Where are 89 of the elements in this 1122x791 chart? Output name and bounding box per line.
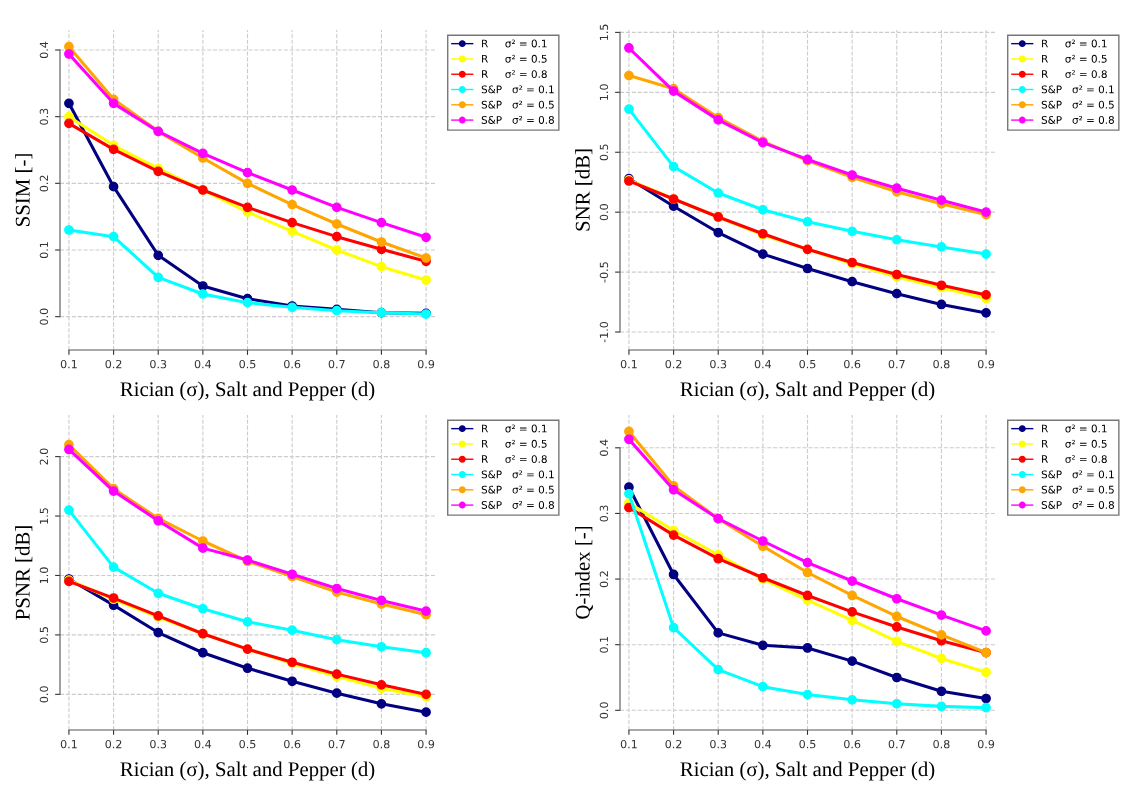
x-axis-title: Rician (σ), Salt and Pepper (d) [120, 761, 375, 781]
x-tick-label: 0.6 [284, 739, 301, 749]
legend-label: S&P σ² = 0.5 [481, 485, 554, 494]
x-tick-label: 0.9 [417, 739, 435, 749]
y-tick-label: 1.5 [599, 24, 609, 41]
y-tick-label: 0.5 [599, 144, 609, 161]
x-tick-label: 0.8 [373, 739, 390, 749]
legend-label: R σ² = 0.5 [482, 439, 547, 448]
legend-label: R σ² = 0.5 [1042, 439, 1107, 448]
legend-label: R σ² = 0.8 [1042, 455, 1107, 464]
legend-label: R σ² = 0.5 [482, 54, 547, 63]
y-tick-label: 0.1 [599, 636, 609, 653]
x-tick-label: 0.2 [105, 359, 122, 369]
y-axis-title: SSIM [-] [15, 154, 33, 226]
y-tick-label: 0.2 [599, 571, 609, 588]
x-tick-label: 0.3 [150, 359, 167, 369]
legend-label: R σ² = 0.1 [482, 39, 547, 48]
x-tick-label: 0.7 [328, 359, 345, 369]
legend-label: S&P σ² = 0.8 [1041, 501, 1114, 509]
x-axis-title: Rician (σ), Salt and Pepper (d) [680, 381, 935, 401]
legend-label: R σ² = 0.1 [1042, 39, 1107, 48]
x-tick-label: 0.7 [888, 739, 905, 749]
x-tick-label: 0.2 [105, 739, 122, 749]
y-tick-label: 0.3 [39, 108, 49, 125]
legend-label: R σ² = 0.8 [482, 70, 547, 79]
x-tick-label: 0.5 [799, 359, 816, 369]
legend-label: S&P σ² = 0.1 [1041, 85, 1114, 94]
legend-label: S&P σ² = 0.1 [481, 85, 554, 94]
legend-label: S&P σ² = 0.8 [1041, 116, 1114, 124]
y-tick-label: 0.3 [599, 505, 609, 522]
y-axis-title: SNR [dB] [575, 149, 593, 231]
x-axis-title: Rician (σ), Salt and Pepper (d) [680, 761, 935, 781]
x-tick-label: 0.7 [328, 739, 345, 749]
legend-label: S&P σ² = 0.5 [481, 100, 554, 109]
y-tick-label: 0.0 [39, 686, 49, 703]
legend-label: R σ² = 0.5 [1042, 54, 1107, 63]
legend-label: S&P σ² = 0.1 [481, 470, 554, 479]
x-tick-label: 0.1 [60, 359, 77, 369]
y-tick-label: 0.1 [39, 242, 49, 259]
legend-label: S&P σ² = 0.5 [1041, 100, 1114, 109]
x-tick-label: 0.4 [194, 359, 212, 369]
y-tick-label: 1.0 [599, 84, 609, 100]
y-tick-label: -1.0 [599, 321, 609, 343]
legend-label: R σ² = 0.1 [1042, 424, 1107, 433]
x-tick-label: 0.3 [150, 739, 167, 749]
x-tick-label: 0.8 [933, 359, 950, 369]
y-tick-label: 2.0 [39, 448, 49, 465]
x-tick-label: 0.9 [977, 359, 995, 369]
x-tick-label: 0.5 [239, 359, 256, 369]
x-tick-label: 0.2 [665, 739, 682, 749]
x-tick-label: 0.2 [665, 359, 682, 369]
y-tick-label: 0.4 [39, 41, 49, 59]
legend-label: R σ² = 0.1 [482, 424, 547, 433]
y-tick-label: 0.4 [599, 439, 609, 456]
y-axis-title: PSNR [dB] [15, 526, 33, 620]
y-tick-label: 0.0 [599, 204, 609, 221]
x-tick-label: 0.1 [620, 359, 637, 369]
x-tick-label: 0.8 [933, 739, 950, 749]
legend-label: S&P σ² = 0.1 [1041, 470, 1114, 479]
y-tick-label: -0.5 [599, 262, 609, 283]
x-tick-label: 0.7 [888, 359, 905, 369]
y-tick-label: 1.5 [39, 508, 49, 524]
x-tick-label: 0.5 [239, 739, 256, 749]
y-tick-label: 0.2 [39, 175, 49, 192]
x-tick-label: 0.4 [754, 359, 772, 369]
legend-label: R σ² = 0.8 [482, 455, 547, 464]
y-tick-label: 0.5 [39, 627, 49, 644]
y-tick-label: 1.0 [39, 567, 49, 584]
y-tick-label: 0.0 [599, 702, 609, 719]
x-tick-label: 0.4 [754, 739, 772, 749]
x-tick-label: 0.6 [284, 359, 301, 369]
legend-label: S&P σ² = 0.8 [481, 116, 554, 124]
x-tick-label: 0.9 [977, 739, 995, 749]
legend-label: S&P σ² = 0.8 [481, 501, 554, 509]
legend-label: S&P σ² = 0.5 [1041, 485, 1114, 494]
y-axis-title: Q-index [-] [575, 526, 593, 619]
legend-label: R σ² = 0.8 [1042, 70, 1107, 79]
x-tick-label: 0.9 [417, 359, 435, 369]
x-tick-label: 0.1 [60, 739, 77, 749]
x-tick-label: 0.8 [373, 359, 390, 369]
x-tick-label: 0.4 [194, 739, 212, 749]
x-axis-title: Rician (σ), Salt and Pepper (d) [120, 381, 375, 401]
x-tick-label: 0.6 [844, 359, 861, 369]
x-tick-label: 0.3 [710, 359, 727, 369]
x-tick-label: 0.5 [799, 739, 816, 749]
y-tick-label: 0.0 [39, 308, 49, 325]
x-tick-label: 0.6 [844, 739, 861, 749]
x-tick-label: 0.1 [620, 739, 637, 749]
x-tick-label: 0.3 [710, 739, 727, 749]
